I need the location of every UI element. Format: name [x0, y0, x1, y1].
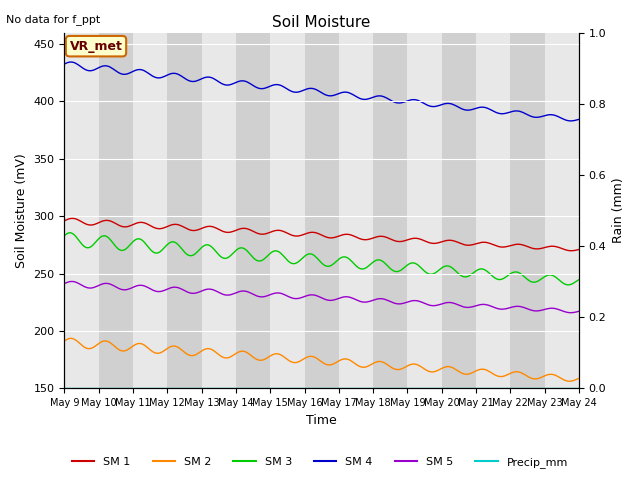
Bar	[476, 33, 510, 388]
Bar	[202, 33, 236, 388]
Bar	[270, 33, 305, 388]
Bar	[99, 33, 133, 388]
Bar	[408, 33, 442, 388]
Bar	[545, 33, 579, 388]
Bar	[133, 33, 167, 388]
Text: VR_met: VR_met	[70, 40, 122, 53]
Legend: SM 1, SM 2, SM 3, SM 4, SM 5, Precip_mm: SM 1, SM 2, SM 3, SM 4, SM 5, Precip_mm	[68, 452, 572, 472]
Bar	[167, 33, 202, 388]
Bar	[339, 33, 373, 388]
Bar	[579, 33, 613, 388]
Bar	[236, 33, 270, 388]
Y-axis label: Rain (mm): Rain (mm)	[612, 178, 625, 243]
Bar	[373, 33, 408, 388]
Y-axis label: Soil Moisture (mV): Soil Moisture (mV)	[15, 153, 28, 268]
Bar	[442, 33, 476, 388]
Bar	[305, 33, 339, 388]
X-axis label: Time: Time	[307, 414, 337, 427]
Bar	[65, 33, 99, 388]
Bar	[510, 33, 545, 388]
Title: Soil Moisture: Soil Moisture	[273, 15, 371, 30]
Text: No data for f_ppt: No data for f_ppt	[6, 14, 100, 25]
